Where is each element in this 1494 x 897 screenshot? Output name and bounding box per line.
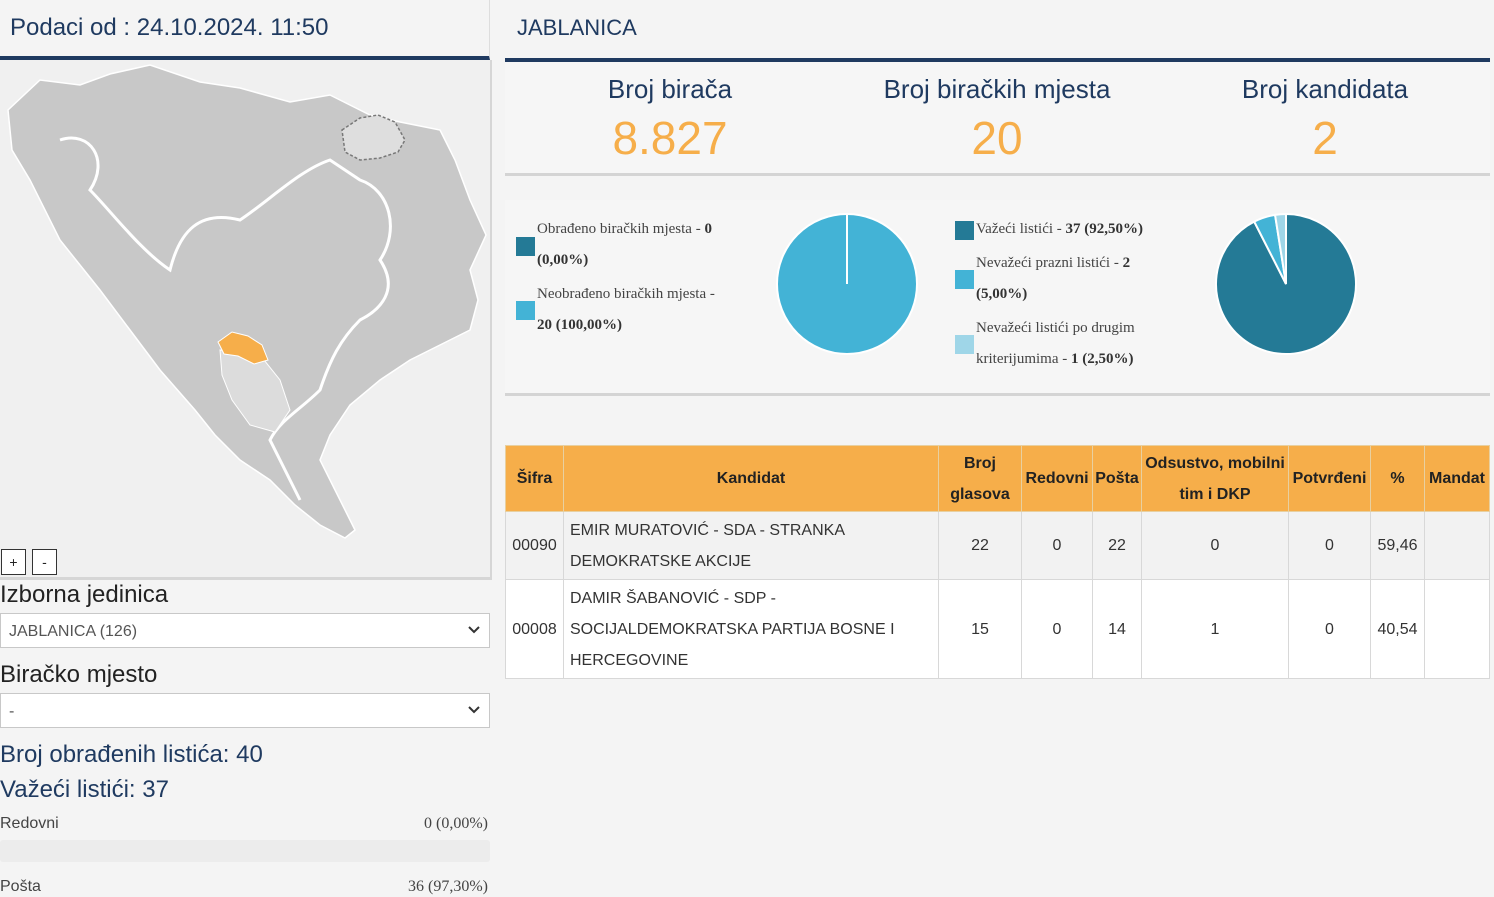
vazeci-listici: Važeći listići: 37 bbox=[0, 776, 169, 803]
legend-bold: (5,00%) bbox=[976, 286, 1028, 302]
posta-label: Pošta bbox=[0, 878, 41, 895]
cell-glasova: 15 bbox=[938, 579, 1022, 679]
col-broj-glasova[interactable]: Broj glasova bbox=[938, 445, 1022, 512]
legend-bold: 0 bbox=[704, 221, 712, 237]
cell-odsustvo: 0 bbox=[1141, 511, 1289, 580]
col-mandat[interactable]: Mandat bbox=[1424, 445, 1490, 512]
bih-map[interactable] bbox=[0, 60, 490, 580]
legend-bold: 20 (100,00%) bbox=[537, 317, 622, 333]
cell-sifra: 00008 bbox=[505, 579, 564, 679]
legend-bold: (0,00%) bbox=[537, 252, 589, 268]
legend-bold: 37 (92,50%) bbox=[1065, 221, 1144, 237]
legend-swatch-drugi bbox=[955, 335, 974, 354]
charts-panel: Obrađeno biračkih mjesta - 0 (0,00%) Neo… bbox=[505, 200, 1490, 396]
pie-slice-drugi[interactable] bbox=[1273, 212, 1287, 285]
chevron-down-icon bbox=[468, 706, 480, 714]
redovni-bar bbox=[0, 840, 490, 862]
cell-potvrdjeni: 0 bbox=[1288, 579, 1371, 679]
izborna-jedinica-value: JABLANICA (126) bbox=[9, 623, 138, 640]
legend-text: Nevažeći listići po drugim bbox=[976, 320, 1135, 336]
legend-prazni: Nevažeći prazni listići - 2 (5,00%) bbox=[976, 248, 1206, 310]
timestamp-header: Podaci od : 24.10.2024. 11:50 bbox=[0, 0, 490, 60]
legend-swatch-prazni bbox=[955, 270, 974, 289]
legend-bold: 1 (2,50%) bbox=[1070, 351, 1134, 367]
stat-value: 8.827 bbox=[612, 112, 728, 164]
stats-panel: Broj birača 8.827 Broj biračkih mjesta 2… bbox=[505, 62, 1490, 176]
stat-label: Broj biračkih mjesta bbox=[883, 74, 1111, 104]
cell-kandidat: EMIR MURATOVIĆ - SDA - STRANKA DEMOKRATS… bbox=[563, 511, 939, 580]
redovni-value: 0 (0,00%) bbox=[424, 815, 488, 832]
stat-value: 20 bbox=[971, 112, 1023, 164]
zoom-out-button[interactable]: - bbox=[32, 549, 57, 575]
legend-vazeci: Važeći listići - 37 (92,50%) bbox=[976, 214, 1206, 245]
pie-chart-birackih-mjesta[interactable] bbox=[775, 212, 919, 356]
col-potvrdjeni[interactable]: Potvrđeni bbox=[1288, 445, 1371, 512]
jablanica-municipality bbox=[217, 331, 269, 365]
cell-glasova: 22 bbox=[938, 511, 1022, 580]
chevron-down-icon bbox=[468, 626, 480, 634]
municipality-title: JABLANICA bbox=[517, 15, 637, 40]
cell-procenat: 40,54 bbox=[1370, 579, 1425, 679]
stat-broj-birackih-mjesta: Broj biračkih mjesta 20 bbox=[832, 74, 1162, 165]
cell-sifra: 00090 bbox=[505, 511, 564, 580]
redovni-label: Redovni bbox=[0, 815, 59, 832]
table-header-row: Šifra Kandidat Broj glasova Redovni Pošt… bbox=[505, 445, 1490, 512]
brcko-district bbox=[341, 114, 406, 161]
map-panel[interactable]: + - bbox=[0, 60, 492, 580]
table-row[interactable]: 00090 EMIR MURATOVIĆ - SDA - STRANKA DEM… bbox=[505, 511, 1490, 580]
col-kandidat[interactable]: Kandidat bbox=[563, 445, 939, 512]
legend-neobradjeno: Neobrađeno biračkih mjesta - 20 (100,00%… bbox=[537, 279, 757, 341]
legend-text: Neobrađeno biračkih mjesta - bbox=[537, 286, 715, 302]
legend-bold: 2 bbox=[1122, 255, 1131, 271]
cell-posta: 14 bbox=[1092, 579, 1142, 679]
municipality-header: JABLANICA bbox=[505, 0, 1490, 62]
legend-text: Važeći listići - bbox=[976, 221, 1066, 237]
izborna-jedinica-select[interactable]: JABLANICA (126) bbox=[0, 613, 490, 648]
entity-border bbox=[59, 136, 392, 501]
cell-mandat bbox=[1424, 511, 1490, 580]
cell-redovni: 0 bbox=[1021, 579, 1093, 679]
cell-odsustvo: 1 bbox=[1141, 579, 1289, 679]
col-redovni[interactable]: Redovni bbox=[1021, 445, 1093, 512]
legend-swatch-neobradjeno bbox=[516, 301, 535, 320]
bih-country-shape bbox=[7, 64, 487, 539]
zoom-in-button[interactable]: + bbox=[1, 549, 26, 575]
biracko-mjesto-value: - bbox=[9, 703, 15, 720]
herzegovina-region bbox=[219, 349, 291, 433]
cell-redovni: 0 bbox=[1021, 511, 1093, 580]
cell-kandidat: DAMIR ŠABANOVIĆ - SDP - SOCIJALDEMOKRATS… bbox=[563, 579, 939, 679]
legend-obradjeno: Obrađeno biračkih mjesta - 0 (0,00%) bbox=[537, 214, 747, 276]
stat-label: Broj birača bbox=[607, 74, 733, 104]
legend-text: kriterijumima - bbox=[976, 351, 1071, 367]
left-column: Podaci od : 24.10.2024. 11:50 + - Izborn… bbox=[0, 0, 492, 897]
stat-label: Broj kandidata bbox=[1241, 74, 1409, 104]
izborna-jedinica-label: Izborna jedinica bbox=[0, 581, 169, 608]
col-procenat[interactable]: % bbox=[1370, 445, 1425, 512]
legend-swatch-vazeci bbox=[955, 221, 974, 240]
col-odsustvo[interactable]: Odsustvo, mobilni tim i DKP bbox=[1141, 445, 1289, 512]
col-sifra[interactable]: Šifra bbox=[505, 445, 564, 512]
posta-value: 36 (97,30%) bbox=[408, 878, 488, 895]
timestamp: Podaci od : 24.10.2024. 11:50 bbox=[10, 14, 329, 41]
biracko-mjesto-label: Biračko mjesto bbox=[0, 661, 158, 688]
col-posta[interactable]: Pošta bbox=[1092, 445, 1142, 512]
cell-posta: 22 bbox=[1092, 511, 1142, 580]
cell-mandat bbox=[1424, 579, 1490, 679]
cell-potvrdjeni: 0 bbox=[1288, 511, 1371, 580]
legend-swatch-obradjeno bbox=[516, 237, 535, 256]
legend-drugi: Nevažeći listići po drugim kriterijumima… bbox=[976, 313, 1206, 375]
legend-text: Nevažeći prazni listići - bbox=[976, 255, 1123, 271]
results-table: Šifra Kandidat Broj glasova Redovni Pošt… bbox=[505, 445, 1490, 679]
table-row[interactable]: 00008 DAMIR ŠABANOVIĆ - SDP - SOCIJALDEM… bbox=[505, 579, 1490, 679]
biracko-mjesto-select[interactable]: - bbox=[0, 693, 490, 728]
obradjenih-listica: Broj obrađenih listića: 40 bbox=[0, 741, 263, 768]
cell-procenat: 59,46 bbox=[1370, 511, 1425, 580]
pie-chart-listici[interactable] bbox=[1214, 212, 1358, 356]
stat-value: 2 bbox=[1312, 112, 1338, 164]
legend-text: Obrađeno biračkih mjesta - bbox=[537, 221, 705, 237]
stat-broj-kandidata: Broj kandidata 2 bbox=[1160, 74, 1490, 165]
stat-broj-biraca: Broj birača 8.827 bbox=[505, 74, 835, 165]
